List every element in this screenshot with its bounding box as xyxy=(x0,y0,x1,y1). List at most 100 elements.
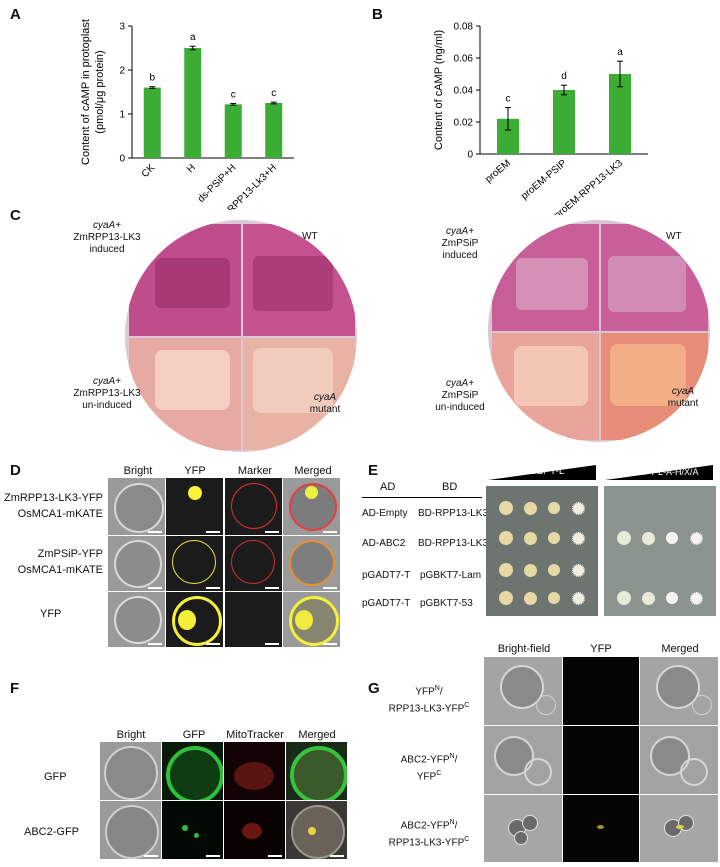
g-row-label: YFPN/ RPP13-LK3-YFPC xyxy=(388,685,470,715)
yeast-colony xyxy=(641,591,655,605)
yeast-colony xyxy=(499,501,513,515)
bacterial-streak xyxy=(516,258,588,310)
bar xyxy=(265,103,283,158)
yeast-colony xyxy=(641,531,655,545)
bacterial-streak xyxy=(608,256,686,312)
bacterial-streak xyxy=(155,258,230,308)
chart-b: 00.020.040.060.08cproEMdproEM-PSIPaproEM… xyxy=(433,22,648,215)
yeast-colony xyxy=(571,563,585,577)
yeast-colony xyxy=(523,501,537,515)
micrograph-merged xyxy=(283,592,340,647)
yeast-plate-non-selective xyxy=(486,486,598,616)
micrograph-merged xyxy=(286,801,347,859)
significance-letter: c xyxy=(271,88,276,99)
yeast-colony xyxy=(499,531,513,545)
column-header-bright-field: Bright-field xyxy=(497,643,551,655)
micrograph-yfp xyxy=(166,478,223,535)
micrograph-yfp xyxy=(166,592,223,647)
micrograph-yfp xyxy=(563,726,639,794)
e-row-ad: AD-Empty xyxy=(362,508,408,519)
y-tick-label: 0.02 xyxy=(454,118,474,129)
row-label-abc2-gfp: ABC2-GFP xyxy=(24,826,80,838)
y-tick-label: 3 xyxy=(119,22,125,33)
column-header-bright: Bright xyxy=(123,465,153,477)
row-label-rpp13-lk3: ZmRPP13-LK3-YFP OsMCA1-mKATE xyxy=(3,492,103,520)
yeast-colony xyxy=(548,592,560,604)
panel-label-c: C xyxy=(10,207,21,224)
yeast-colony xyxy=(548,502,560,514)
bar xyxy=(609,74,631,154)
micrograph-bright-field xyxy=(484,657,562,725)
micrograph-marker xyxy=(225,592,282,647)
yeast-colony xyxy=(689,531,703,545)
column-header-merged: Merged xyxy=(294,465,332,477)
x-tick-label: proEM xyxy=(483,158,513,185)
y-axis-label: Content of cAMP (ng/ml) xyxy=(433,30,445,150)
y-axis-label: (pmol/μg protein) xyxy=(94,50,106,133)
yeast-plate-selective xyxy=(604,486,716,616)
x-tick-label: proEM-PSIP xyxy=(519,158,569,202)
micrograph-bright xyxy=(108,536,165,591)
micrograph-merged xyxy=(286,742,347,800)
micrograph-marker xyxy=(225,478,282,535)
micrograph-merged xyxy=(283,478,340,535)
column-header-yfp: YFP xyxy=(184,465,206,477)
micrograph-mitotracker xyxy=(224,742,285,800)
column-header-merged: Merged xyxy=(298,729,336,741)
bar xyxy=(143,87,161,158)
column-header-gfp: GFP xyxy=(182,729,206,741)
y-tick-label: 0 xyxy=(467,150,473,161)
plate-left-br-label: cyaA mutant xyxy=(309,392,341,415)
significance-letter: b xyxy=(149,73,155,84)
micrograph-marker xyxy=(225,536,282,591)
bd-header: BD xyxy=(442,481,458,493)
column-header-bright: Bright xyxy=(116,729,146,741)
e-row-bd: pGBKT7-Lam xyxy=(420,570,482,581)
yeast-colony xyxy=(666,532,678,544)
significance-letter: c xyxy=(506,94,511,105)
y-tick-label: 0.06 xyxy=(454,54,474,65)
yeast-colony xyxy=(523,531,537,545)
y-axis-label: Content of cAMP in protoplast xyxy=(80,19,92,165)
micrograph-yfp xyxy=(563,657,639,725)
yeast-colony xyxy=(617,591,631,605)
significance-letter: c xyxy=(231,89,236,100)
bacterial-streak xyxy=(610,344,686,406)
y-tick-label: 0.08 xyxy=(454,22,474,33)
micrograph-merged xyxy=(283,536,340,591)
row-label-gfp: GFP xyxy=(44,771,67,783)
micrograph-bright xyxy=(108,592,165,647)
petri-plate-right xyxy=(488,220,710,442)
micrograph-bright xyxy=(100,742,161,800)
panel-label-g: G xyxy=(368,680,380,697)
row-label-yfp: YFP xyxy=(40,608,62,620)
column-header-merged: Merged xyxy=(661,643,699,655)
micrograph-bright xyxy=(100,801,161,859)
significance-letter: a xyxy=(617,47,623,58)
y-tick-label: 2 xyxy=(119,66,125,77)
yeast-colony xyxy=(571,591,585,605)
panel-label-a: A xyxy=(10,6,21,23)
medium-label-selective: SD/-T-L-A-H/X/A xyxy=(632,467,699,477)
micrograph-merged xyxy=(640,726,718,794)
yeast-colony xyxy=(666,592,678,604)
plate-left-tr-label: WT xyxy=(302,231,318,242)
y-tick-label: 0.04 xyxy=(454,86,474,97)
bar xyxy=(224,104,242,158)
plate-right-tl-label: cyaA+ ZmPSiP induced xyxy=(441,226,479,261)
bar xyxy=(497,118,519,154)
micrograph-mitotracker xyxy=(224,801,285,859)
bacterial-streak xyxy=(253,348,333,413)
e-row-bd: BD-RPP13-LK3 xyxy=(418,508,489,519)
column-header-mitotracker: MitoTracker xyxy=(226,729,284,741)
plate-right-tr-label: WT xyxy=(666,231,682,242)
panel-label-f: F xyxy=(10,680,20,697)
significance-letter: a xyxy=(190,32,196,43)
significance-letter: d xyxy=(561,71,567,82)
y-tick-label: 1 xyxy=(119,110,125,121)
e-row-bd: pGBKT7-53 xyxy=(420,598,473,609)
x-tick-label: H xyxy=(185,162,198,175)
bacterial-streak xyxy=(253,256,333,311)
column-header-yfp: YFP xyxy=(590,643,612,655)
row-label-psip: ZmPSiP-YFP OsMCA1-mKATE xyxy=(17,548,103,576)
